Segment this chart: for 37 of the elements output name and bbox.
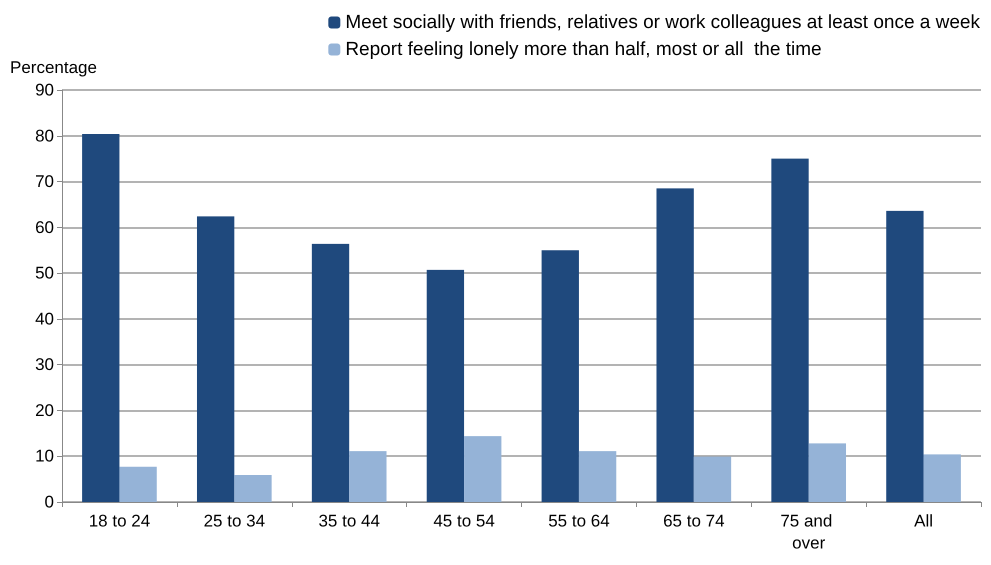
x-tick-label: 25 to 34 xyxy=(204,512,266,530)
bar xyxy=(924,454,961,502)
y-tick-label: 90 xyxy=(35,80,54,100)
x-tick-label: All xyxy=(914,512,934,530)
y-tick-label: 50 xyxy=(35,264,54,283)
y-tick-label: 10 xyxy=(35,446,54,466)
y-tick-label: 80 xyxy=(35,126,54,146)
x-tick-label: 45 to 54 xyxy=(433,512,495,530)
x-tick-label: 65 to 74 xyxy=(663,512,725,530)
y-tick-label: 60 xyxy=(35,218,54,237)
bar xyxy=(234,474,272,502)
y-tick-label: 20 xyxy=(35,400,54,420)
bar xyxy=(771,158,809,502)
y-tick-label: 0 xyxy=(44,492,54,512)
x-tick-label: 18 to 24 xyxy=(88,512,150,530)
bar xyxy=(656,188,694,502)
x-tick-label: 55 to 64 xyxy=(548,512,610,530)
bar xyxy=(196,216,234,502)
bar xyxy=(312,244,350,502)
y-tick-label: 30 xyxy=(35,355,54,374)
bar xyxy=(119,466,157,502)
bar xyxy=(349,451,387,502)
bar xyxy=(542,250,579,502)
y-axis-title: Percentage xyxy=(10,58,97,77)
y-tick-label: 70 xyxy=(35,172,54,192)
bar xyxy=(886,210,924,502)
bar xyxy=(578,451,616,502)
legend-label: Meet socially with friends, relatives or work colleagues at least once a week xyxy=(345,12,980,33)
y-tick-label: 40 xyxy=(35,309,54,328)
bar xyxy=(464,436,502,502)
legend-label: Report feeling lonely more than half, most or all the time xyxy=(345,39,822,60)
bar xyxy=(426,270,464,502)
x-tick-label: 75 and over xyxy=(780,512,838,552)
bar xyxy=(808,443,846,502)
bar xyxy=(694,456,732,502)
bar xyxy=(82,134,120,502)
x-tick-label: 35 to 44 xyxy=(318,512,380,530)
